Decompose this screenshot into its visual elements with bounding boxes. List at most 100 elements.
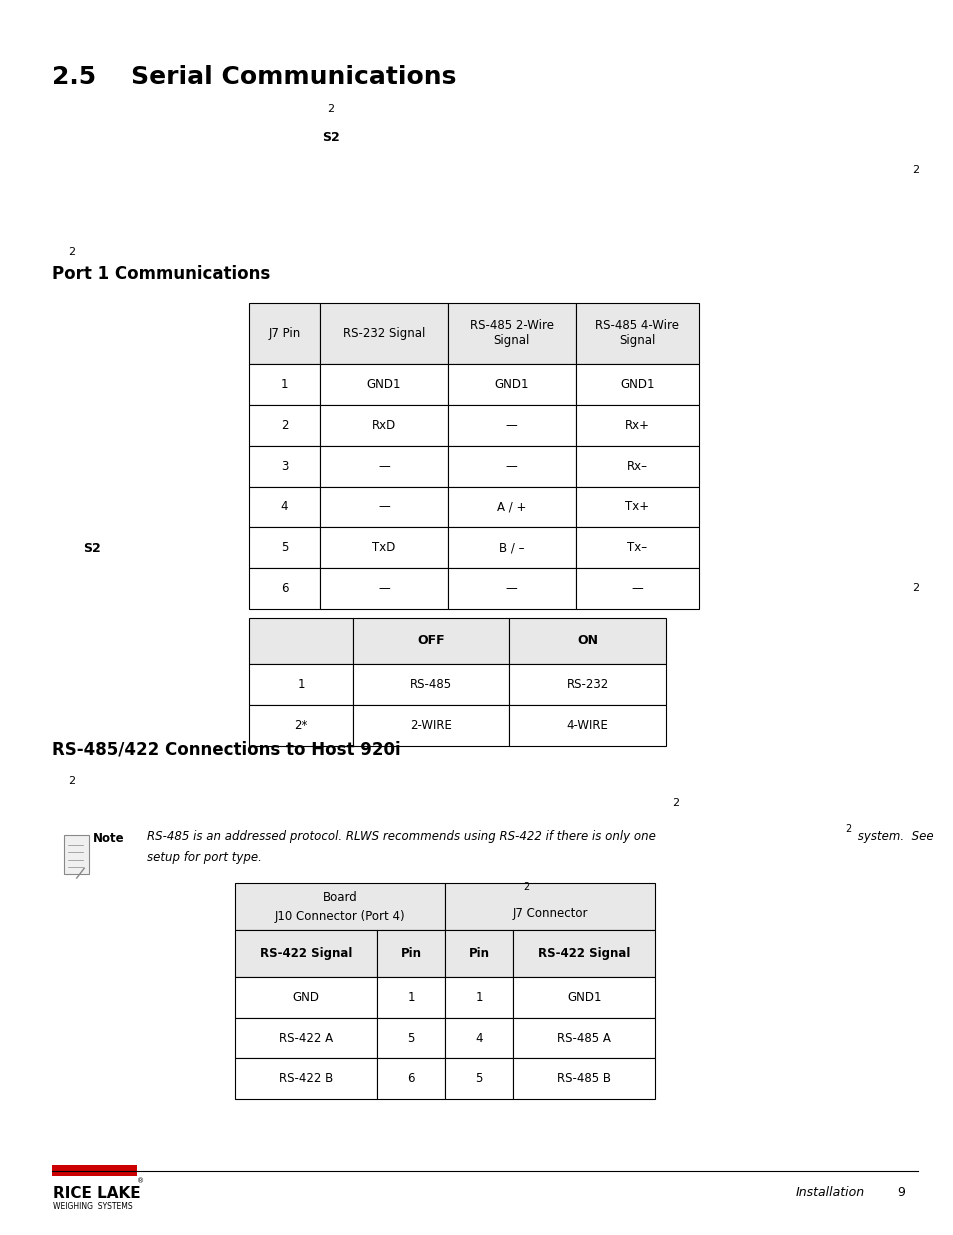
Text: —: — [505,419,517,432]
Text: Board: Board [322,890,357,904]
Text: Pin: Pin [400,947,421,960]
Bar [319,446,447,487]
Text: 6: 6 [280,582,288,595]
Text: 5: 5 [475,1072,482,1086]
Bar [513,1018,655,1058]
Text: 5: 5 [407,1031,415,1045]
Bar [513,1058,655,1099]
Text: J10 Connector (Port 4): J10 Connector (Port 4) [274,910,405,924]
Bar [447,487,575,527]
Text: OFF: OFF [417,635,445,647]
Text: RS-485: RS-485 [410,678,452,692]
Text: RS-422 Signal: RS-422 Signal [259,947,352,960]
Text: RS-485 2-Wire
Signal: RS-485 2-Wire Signal [469,320,553,347]
Text: 4: 4 [475,1031,482,1045]
Text: 2-WIRE: 2-WIRE [410,719,452,732]
Text: Port 1 Communications: Port 1 Communications [52,266,270,283]
Text: 6: 6 [407,1072,415,1086]
Bar [376,1018,444,1058]
Bar [444,930,513,977]
Bar [575,446,698,487]
Text: 2: 2 [911,165,918,175]
Text: 2*: 2* [294,719,308,732]
Bar [447,527,575,568]
Text: 2.5    Serial Communications: 2.5 Serial Communications [52,64,456,89]
Bar [249,705,353,746]
Text: RS-485 is an addressed protocol. RLWS recommends using RS-422 if there is only o: RS-485 is an addressed protocol. RLWS re… [147,830,655,842]
Text: —: — [377,459,390,473]
Bar [447,364,575,405]
Bar [249,664,353,705]
Bar [444,1018,513,1058]
Bar [353,664,509,705]
Text: —: — [631,582,642,595]
Text: 2: 2 [68,247,75,257]
Text: —: — [377,500,390,514]
Text: Tx+: Tx+ [624,500,649,514]
Bar [575,487,698,527]
Text: J7 Connector: J7 Connector [512,906,587,920]
Text: B / –: B / – [498,541,524,555]
Text: RICE LAKE: RICE LAKE [53,1186,140,1200]
Text: 2: 2 [68,776,75,785]
Text: —: — [377,582,390,595]
Bar [575,568,698,609]
Text: Rx+: Rx+ [624,419,649,432]
Text: 1: 1 [475,990,482,1004]
Text: 9: 9 [897,1186,904,1199]
Bar [376,977,444,1018]
Bar [249,405,319,446]
Bar [353,705,509,746]
Text: 1: 1 [297,678,305,692]
Text: Installation: Installation [795,1186,863,1199]
Bar [444,977,513,1018]
Bar [319,487,447,527]
Bar [447,568,575,609]
Text: ®: ® [137,1178,144,1184]
Text: RS-232 Signal: RS-232 Signal [342,327,425,340]
Bar [353,618,509,664]
Text: RS-422 A: RS-422 A [278,1031,333,1045]
Bar [447,405,575,446]
Text: Tx–: Tx– [626,541,646,555]
Bar [509,618,665,664]
Text: 2: 2 [326,104,334,114]
Text: 2: 2 [523,882,529,892]
Bar [249,487,319,527]
Text: setup for port type.: setup for port type. [147,851,261,863]
Bar [575,405,698,446]
Bar [575,364,698,405]
Text: 5: 5 [280,541,288,555]
Text: 2: 2 [672,798,679,808]
Text: 3: 3 [280,459,288,473]
Text: RS-422 B: RS-422 B [278,1072,333,1086]
Bar [447,446,575,487]
Text: GND1: GND1 [566,990,600,1004]
Bar [319,568,447,609]
Bar [234,1058,376,1099]
Bar [52,1165,137,1176]
Text: —: — [505,582,517,595]
Bar [575,527,698,568]
Bar [575,303,698,364]
Text: S2: S2 [321,131,339,143]
Bar [64,835,89,874]
Bar [376,930,444,977]
Bar [376,1058,444,1099]
Text: A / +: A / + [497,500,526,514]
Text: GND1: GND1 [494,378,529,391]
Text: GND1: GND1 [619,378,654,391]
Text: TxD: TxD [372,541,395,555]
Text: —: — [505,459,517,473]
Bar [234,930,376,977]
Text: 1: 1 [280,378,288,391]
Text: 4-WIRE: 4-WIRE [566,719,608,732]
Text: 2: 2 [844,824,851,834]
Bar [234,883,444,930]
Bar [444,1058,513,1099]
Text: RS-232: RS-232 [566,678,608,692]
Bar [319,303,447,364]
Text: system.  See: system. See [853,830,933,842]
Text: 4: 4 [280,500,288,514]
Bar [319,405,447,446]
